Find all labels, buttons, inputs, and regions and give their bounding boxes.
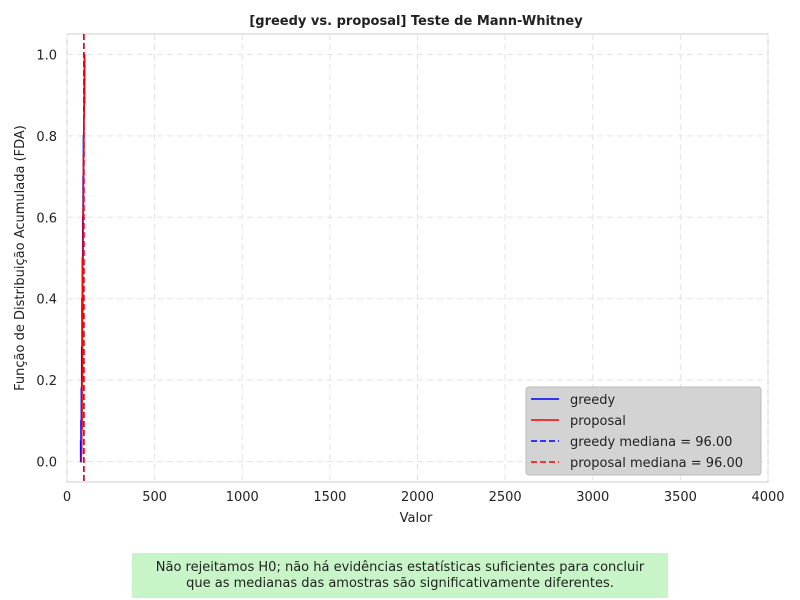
conclusion-line-1: Não rejeitamos H0; não há evidências est… xyxy=(155,559,645,575)
legend-label: proposal xyxy=(570,414,626,429)
series-layer xyxy=(79,34,86,482)
x-tick-label: 2000 xyxy=(401,490,434,505)
tick-labels: 0 500 1000 1500 2000 2500 3000 3500 4000 0.0 0.2 0.… xyxy=(36,48,784,505)
x-tick-label: 4000 xyxy=(751,490,784,505)
y-tick-label: 0.8 xyxy=(36,130,57,145)
x-tick-label: 1500 xyxy=(313,490,346,505)
legend-box xyxy=(525,386,762,476)
chart-title: [greedy vs. proposal] Teste de Mann-Whit… xyxy=(249,14,583,29)
x-tick-label: 500 xyxy=(142,490,167,505)
y-tick-label: 0.0 xyxy=(36,456,57,471)
x-tick-label: 0 xyxy=(63,490,71,505)
legend: greedy proposal greedy mediana = 96.00 prop… xyxy=(525,386,762,476)
conclusion-box: Não rejeitamos H0; não há evidências est… xyxy=(132,553,668,598)
y-axis-label: Função de Distribuição Acumulada (FDA) xyxy=(13,125,28,391)
y-tick-label: 0.4 xyxy=(36,293,57,308)
x-tick-label: 2500 xyxy=(489,490,522,505)
y-tick-label: 1.0 xyxy=(36,48,57,63)
x-tick-label: 3000 xyxy=(576,490,609,505)
y-tick-label: 0.6 xyxy=(36,211,57,226)
legend-label: greedy mediana = 96.00 xyxy=(570,435,732,450)
x-tick-label: 1000 xyxy=(226,490,259,505)
x-axis-label: Valor xyxy=(400,511,433,526)
legend-label: proposal mediana = 96.00 xyxy=(570,456,743,471)
conclusion-line-2: que as medianas das amostras são signifi… xyxy=(186,575,614,591)
legend-label: greedy xyxy=(570,393,616,408)
y-tick-label: 0.2 xyxy=(36,374,57,389)
x-tick-label: 3500 xyxy=(664,490,697,505)
mann-whitney-cdf-chart: [greedy vs. proposal] Teste de Mann-Whit… xyxy=(13,14,785,526)
